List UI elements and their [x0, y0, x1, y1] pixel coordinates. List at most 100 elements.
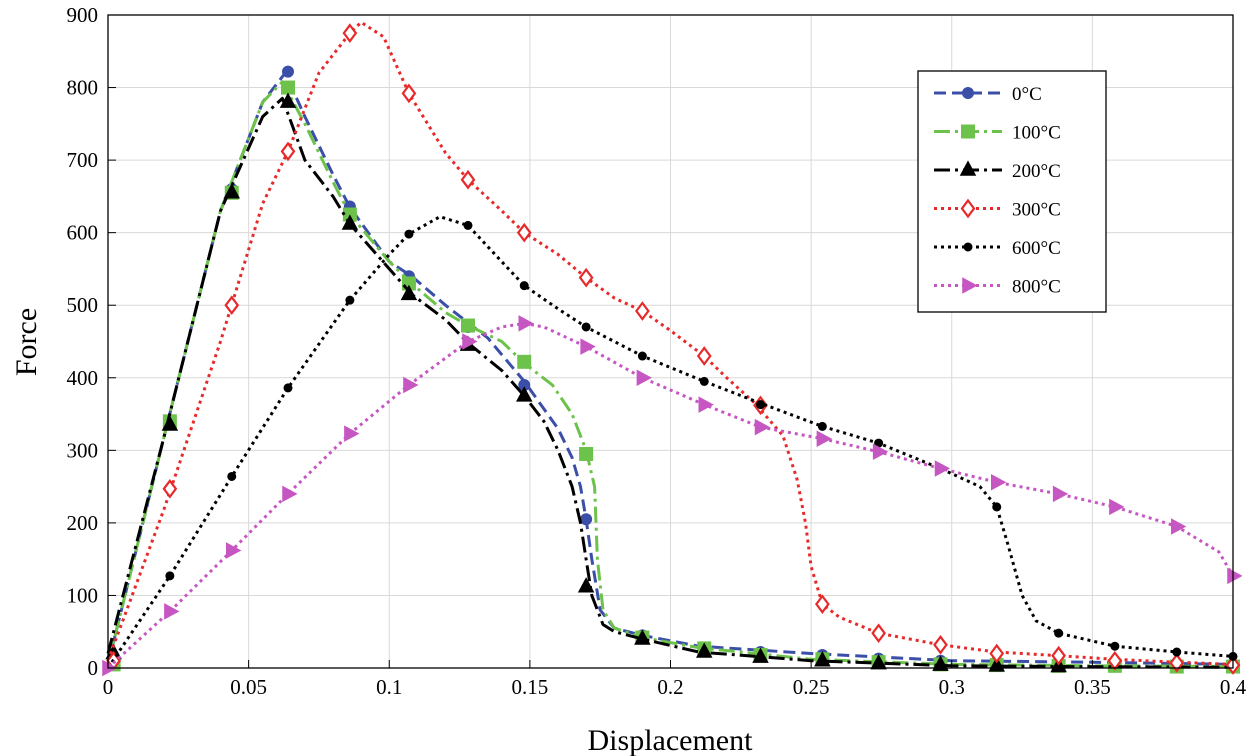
- data-point: [227, 471, 237, 481]
- data-point: [815, 594, 830, 614]
- data-point: [1171, 518, 1187, 535]
- series-800cc: [102, 315, 1243, 677]
- data-point: [281, 80, 295, 95]
- x-tick-label: 0: [103, 675, 114, 699]
- data-point: [634, 629, 651, 645]
- series-600cc: [103, 215, 1238, 673]
- data-point: [403, 376, 419, 394]
- data-point: [518, 315, 534, 332]
- legend-item: 300°C: [934, 198, 1061, 221]
- series-line: [106, 20, 1234, 666]
- data-point: [1051, 645, 1066, 666]
- legend-label: 100°C: [1012, 123, 1061, 144]
- legend-marker: [959, 160, 977, 176]
- data-point: [404, 229, 414, 239]
- data-point: [696, 346, 712, 366]
- data-point: [1109, 498, 1125, 516]
- data-point: [279, 92, 297, 108]
- legend-label: 800°C: [1012, 277, 1061, 298]
- y-tick-label: 200: [67, 511, 99, 535]
- data-point: [580, 338, 596, 355]
- data-point: [580, 513, 593, 526]
- data-point: [164, 603, 180, 620]
- legend-marker: [961, 124, 975, 139]
- axis-ticks: 0 0.05 0.1 0.15 0.2 0.25 0.3 0.35 0.4 0 100 200 300 4…: [67, 3, 1247, 699]
- data-point: [224, 295, 240, 316]
- legend-item: 800°C: [934, 277, 1061, 298]
- x-tick-label: 0.1: [376, 675, 402, 699]
- legend-marker: [962, 277, 978, 294]
- data-point: [756, 400, 765, 410]
- x-tick-label: 0.05: [230, 675, 267, 699]
- legend-label: 300°C: [1012, 200, 1061, 221]
- legend-box: [917, 70, 1107, 313]
- series-line: [106, 321, 1235, 670]
- data-point: [871, 623, 886, 644]
- data-point: [577, 577, 595, 593]
- data-point: [934, 460, 951, 477]
- legend-marker: [960, 198, 976, 219]
- data-point: [400, 284, 418, 301]
- data-point: [932, 655, 949, 671]
- legend-item: 0°C: [934, 84, 1042, 105]
- data-point: [581, 322, 591, 332]
- data-point: [226, 542, 242, 559]
- legend-item: 600°C: [934, 238, 1061, 259]
- data-point: [1227, 567, 1243, 585]
- x-tick-label: 0.25: [793, 675, 830, 699]
- data-point: [282, 65, 294, 78]
- data-point: [817, 421, 827, 431]
- y-tick-label: 900: [67, 3, 99, 27]
- series-line: [106, 96, 1234, 669]
- data-point: [814, 651, 831, 667]
- data-point: [223, 183, 241, 199]
- y-tick-label: 100: [67, 583, 99, 607]
- data-point: [1172, 647, 1182, 657]
- data-point: [161, 415, 179, 431]
- legend-label: 600°C: [1012, 238, 1061, 259]
- data-point: [872, 443, 889, 461]
- data-point: [579, 446, 594, 461]
- data-point: [991, 474, 1007, 491]
- y-tick-label: 400: [67, 366, 99, 390]
- legend-marker: [962, 87, 974, 99]
- legend-label: 0°C: [1012, 84, 1042, 105]
- data-point: [461, 318, 475, 333]
- data-point: [517, 354, 532, 369]
- data-point: [344, 425, 360, 442]
- y-tick-label: 600: [67, 221, 99, 245]
- data-point: [463, 220, 473, 230]
- data-point: [1107, 650, 1123, 671]
- y-tick-label: 800: [67, 76, 99, 100]
- data-point: [401, 83, 417, 104]
- y-axis-title: Force: [10, 308, 43, 376]
- data-point: [752, 647, 769, 663]
- legend: 0°C 100°C 200°C 300°C 600°C 800°C: [917, 70, 1107, 313]
- data-point: [816, 430, 832, 447]
- data-point: [283, 383, 293, 393]
- series-group: [102, 20, 1243, 677]
- data-point: [162, 478, 178, 499]
- y-tick-label: 0: [88, 656, 99, 680]
- legend-marker: [963, 242, 973, 252]
- data-point: [698, 396, 714, 413]
- legend-label: 200°C: [1012, 161, 1061, 182]
- data-point: [282, 485, 298, 503]
- data-point: [933, 634, 948, 655]
- series-line: [106, 71, 1234, 666]
- data-point: [578, 267, 594, 288]
- data-point: [754, 418, 771, 436]
- data-point: [280, 141, 296, 162]
- series-line: [106, 215, 1234, 669]
- data-point: [519, 281, 529, 291]
- y-tick-label: 700: [67, 148, 99, 172]
- data-point: [636, 369, 652, 387]
- data-point: [637, 351, 647, 361]
- data-point: [635, 301, 650, 321]
- legend-item: 100°C: [934, 123, 1061, 144]
- data-point: [342, 23, 358, 43]
- data-point: [992, 502, 1002, 512]
- x-tick-label: 0.4: [1220, 675, 1247, 699]
